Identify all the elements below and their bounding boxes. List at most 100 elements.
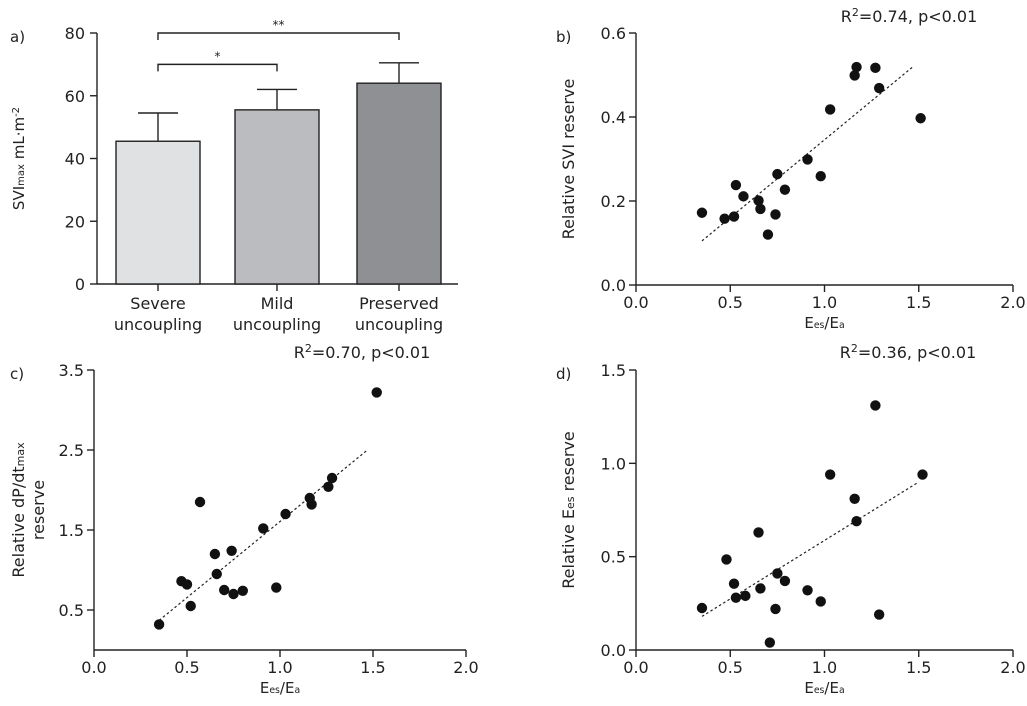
panel-label-c: c) — [10, 365, 24, 383]
bar-a — [357, 83, 441, 284]
x-tick-label-d: 2.0 — [1000, 658, 1025, 677]
x-tick-label-c: 0.5 — [174, 658, 199, 677]
x-axis-label-d: Ees/Ea — [804, 679, 844, 697]
x-tick-label-a: uncoupling — [355, 315, 443, 334]
bar-a — [116, 141, 200, 284]
data-point-b — [772, 169, 782, 179]
bar-a — [235, 110, 319, 284]
x-tick-label-a: Severe — [130, 294, 185, 313]
annotation-b: R2=0.74, p<0.01 — [841, 6, 978, 27]
y-tick-label-c: 1.5 — [59, 521, 84, 540]
data-point-d — [917, 469, 927, 479]
y-tick-label-c: 0.5 — [59, 601, 84, 620]
data-point-b — [825, 104, 835, 114]
data-point-d — [780, 576, 790, 586]
data-point-c — [327, 473, 337, 483]
data-point-c — [186, 601, 196, 611]
data-point-c — [271, 582, 281, 592]
x-tick-label-c: 1.0 — [267, 658, 292, 677]
data-point-b — [763, 229, 773, 239]
x-tick-label-b: 0.5 — [718, 293, 743, 312]
data-point-d — [755, 583, 765, 593]
significance-label-a: * — [215, 49, 221, 63]
y-tick-label-b: 0.0 — [601, 276, 626, 295]
x-tick-label-c: 2.0 — [453, 658, 478, 677]
y-tick-label-d: 0.0 — [601, 641, 626, 660]
y-tick-label-d: 0.5 — [601, 548, 626, 567]
data-point-b — [802, 154, 812, 164]
y-axis-label-d: Relative Ees reserve — [559, 431, 578, 588]
data-point-c — [228, 589, 238, 599]
x-axis-label-b: Ees/Ea — [804, 314, 844, 332]
data-point-c — [210, 549, 220, 559]
x-tick-label-c: 0.0 — [81, 658, 106, 677]
data-point-b — [780, 184, 790, 194]
y-axis-label-a: SVImax mL·m-2 — [10, 107, 28, 210]
x-tick-label-a: uncoupling — [233, 315, 321, 334]
data-point-c — [182, 579, 192, 589]
data-point-d — [721, 554, 731, 564]
data-point-b — [729, 211, 739, 221]
data-point-d — [740, 591, 750, 601]
panel-label-b: b) — [556, 28, 571, 46]
data-point-d — [697, 603, 707, 613]
significance-bracket-a — [158, 33, 399, 40]
data-point-c — [258, 523, 268, 533]
x-tick-label-a: Mild — [261, 294, 294, 313]
data-point-c — [154, 619, 164, 629]
data-point-d — [874, 609, 884, 619]
data-point-b — [731, 180, 741, 190]
data-point-b — [697, 208, 707, 218]
y-tick-label-b: 0.4 — [601, 108, 626, 127]
y-axis-label-b: Relative SVI reserve — [559, 79, 578, 240]
data-point-d — [870, 400, 880, 410]
panel-label-a: a) — [10, 28, 25, 46]
data-point-d — [849, 494, 859, 504]
y-tick-label-a: 40 — [65, 150, 85, 169]
x-tick-label-a: uncoupling — [114, 315, 202, 334]
y-tick-label-d: 1.0 — [601, 454, 626, 473]
y-axis-label-c: Relative dP/dtmax — [9, 442, 28, 578]
annotation-c: R2=0.70, p<0.01 — [294, 342, 431, 363]
y-tick-label-c: 2.5 — [59, 441, 84, 460]
data-point-d — [765, 637, 775, 647]
data-point-d — [753, 527, 763, 537]
x-tick-label-d: 0.5 — [718, 658, 743, 677]
data-point-b — [874, 83, 884, 93]
data-point-b — [719, 213, 729, 223]
data-point-b — [755, 204, 765, 214]
x-tick-label-b: 1.5 — [906, 293, 931, 312]
y-tick-label-a: 60 — [65, 87, 85, 106]
data-point-c — [195, 497, 205, 507]
y-tick-label-b: 0.2 — [601, 192, 626, 211]
x-tick-label-a: Preserved — [359, 294, 439, 313]
y-tick-label-b: 0.6 — [601, 24, 626, 43]
data-point-d — [802, 585, 812, 595]
x-tick-label-d: 1.0 — [812, 658, 837, 677]
x-tick-label-b: 1.0 — [812, 293, 837, 312]
data-point-c — [280, 509, 290, 519]
significance-label-a: ** — [273, 18, 285, 32]
data-point-b — [816, 171, 826, 181]
annotation-d: R2=0.36, p<0.01 — [840, 342, 977, 363]
y-tick-label-d: 1.5 — [601, 361, 626, 380]
x-tick-label-b: 0.0 — [623, 293, 648, 312]
y-tick-label-c: 3.5 — [59, 361, 84, 380]
data-point-d — [770, 604, 780, 614]
x-tick-label-b: 2.0 — [1000, 293, 1025, 312]
data-point-c — [226, 546, 236, 556]
x-axis-label-c: Ees/Ea — [260, 679, 300, 697]
data-point-d — [816, 596, 826, 606]
y-tick-label-a: 0 — [75, 275, 85, 294]
data-point-c — [306, 499, 316, 509]
data-point-b — [738, 191, 748, 201]
significance-bracket-a — [158, 64, 277, 71]
data-point-c — [219, 585, 229, 595]
data-point-d — [731, 593, 741, 603]
data-point-b — [770, 209, 780, 219]
y-tick-label-a: 80 — [65, 24, 85, 43]
data-point-b — [870, 63, 880, 73]
data-point-c — [238, 586, 248, 596]
data-point-d — [729, 579, 739, 589]
